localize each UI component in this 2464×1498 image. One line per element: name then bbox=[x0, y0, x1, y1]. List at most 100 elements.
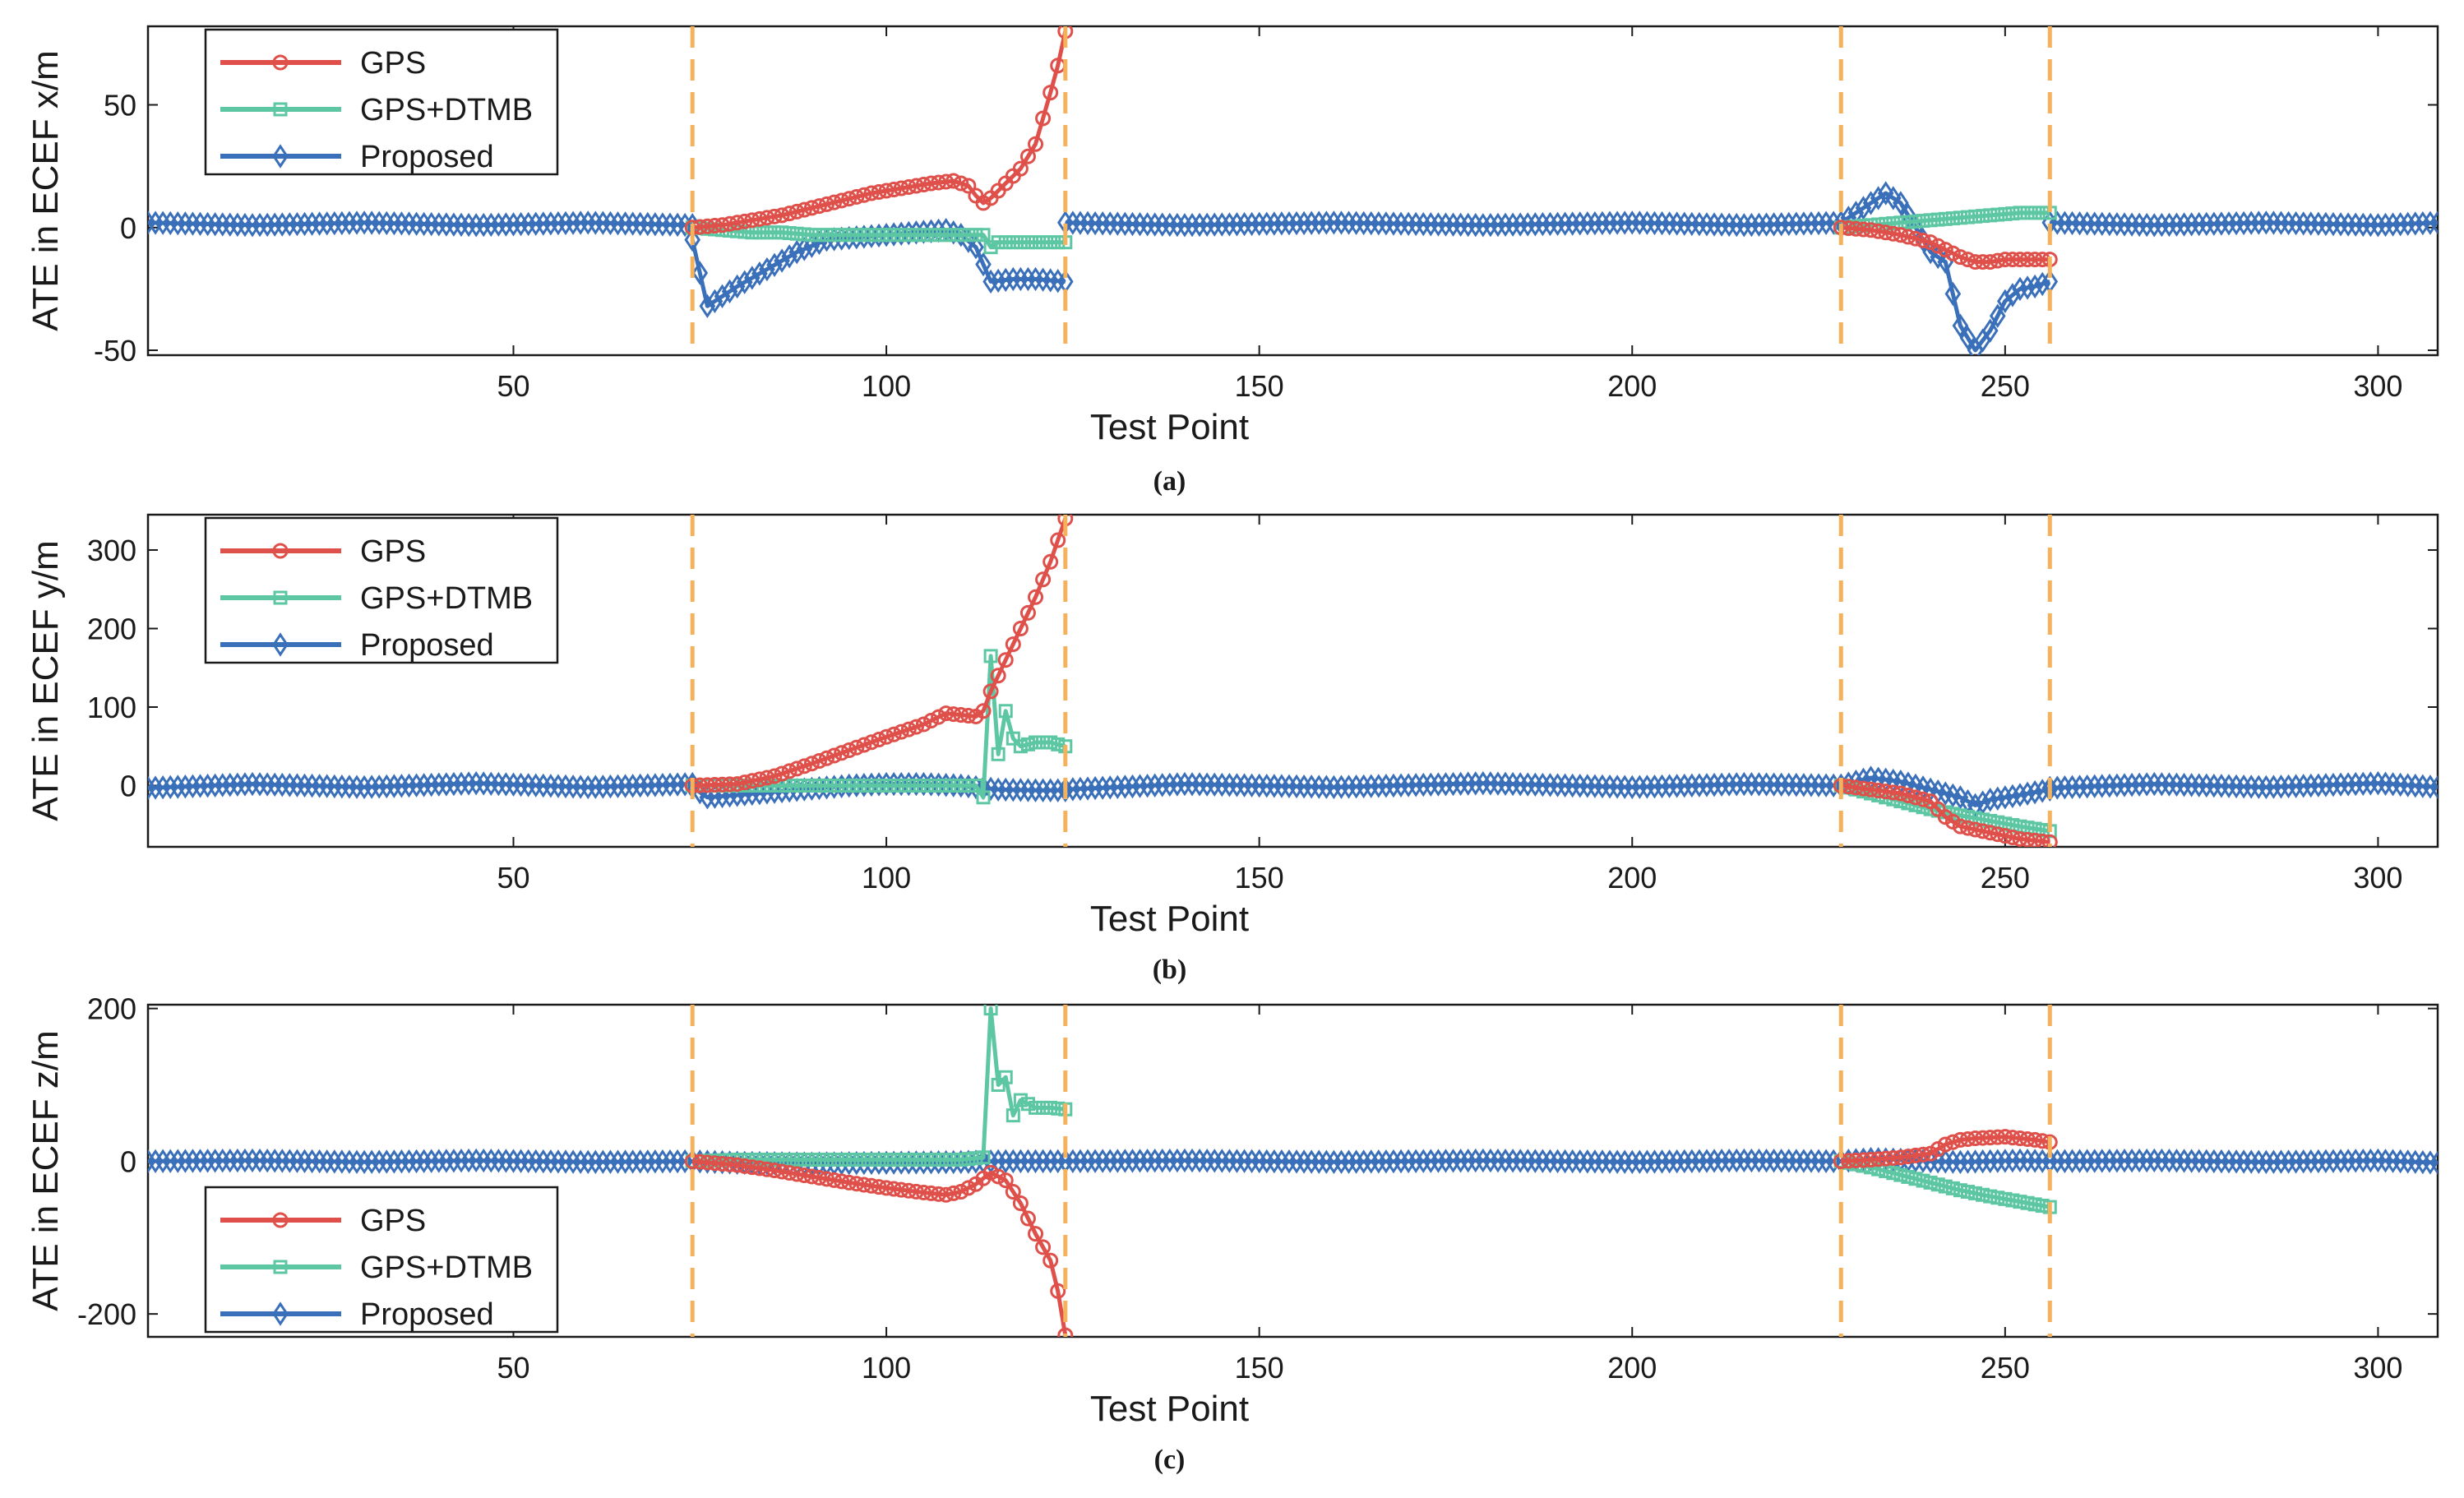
data-point-proposed bbox=[699, 294, 716, 319]
data-point-gps bbox=[908, 1183, 924, 1200]
data-point-proposed bbox=[975, 252, 992, 277]
data-point-gps_dtmb bbox=[932, 228, 946, 243]
data-point-gps_dtmb bbox=[924, 1153, 939, 1167]
data-point-gps bbox=[1997, 828, 2013, 844]
data-point-gps bbox=[953, 175, 969, 192]
data-point-gps bbox=[826, 194, 843, 210]
series-layer bbox=[148, 26, 2438, 355]
data-point-gps_dtmb bbox=[804, 779, 819, 793]
data-point-gps_dtmb bbox=[976, 1150, 991, 1165]
data-point-gps_dtmb bbox=[968, 779, 983, 793]
data-point-gps_dtmb bbox=[924, 779, 939, 793]
data-point-proposed bbox=[728, 274, 746, 299]
data-point-gps bbox=[774, 765, 790, 782]
data-point-gps bbox=[1944, 245, 1961, 261]
data-point-gps_dtmb bbox=[774, 225, 789, 240]
data-point-proposed bbox=[982, 269, 999, 294]
data-point-proposed bbox=[2093, 774, 2110, 798]
legend-marker-proposed bbox=[272, 632, 289, 657]
data-point-proposed bbox=[781, 244, 797, 269]
data-point-gps_dtmb bbox=[954, 779, 968, 793]
data-point-gps bbox=[856, 1177, 872, 1193]
data-point-gps bbox=[706, 218, 723, 234]
data-point-proposed bbox=[699, 785, 716, 810]
data-point-proposed bbox=[199, 773, 216, 798]
data-point-proposed bbox=[990, 268, 1006, 294]
data-point-proposed bbox=[2034, 271, 2051, 297]
data-point-gps_dtmb bbox=[834, 1153, 849, 1167]
x-tick-label: 100 bbox=[862, 369, 911, 403]
data-point-gps_dtmb bbox=[946, 779, 961, 793]
data-point-gps bbox=[893, 1181, 909, 1198]
data-point-gps bbox=[1975, 254, 1991, 270]
data-point-gps bbox=[788, 203, 805, 220]
y-axis-title: ATE in ECEF z/m bbox=[25, 1030, 66, 1311]
data-point-gps_dtmb bbox=[998, 1070, 1013, 1084]
legend-label: GPS+DTMB bbox=[360, 1251, 533, 1285]
data-point-gps bbox=[1878, 1150, 1894, 1167]
data-point-proposed bbox=[408, 773, 425, 798]
data-point-gps bbox=[2004, 252, 2021, 268]
data-point-gps_dtmb bbox=[2020, 206, 2035, 220]
data-point-gps bbox=[1028, 1226, 1044, 1242]
data-point-proposed bbox=[423, 772, 440, 798]
data-point-proposed bbox=[736, 270, 753, 294]
data-point-gps bbox=[938, 173, 955, 190]
data-point-gps_dtmb bbox=[782, 779, 797, 793]
data-point-gps_dtmb bbox=[827, 1153, 842, 1167]
data-point-gps bbox=[1885, 225, 1902, 242]
panel-b: 50 100 150 200 250 300 0 100 200 300 Test Point ATE… bbox=[25, 513, 2439, 985]
data-point-gps_dtmb bbox=[991, 235, 1005, 250]
data-point-gps_dtmb bbox=[820, 228, 834, 243]
legend-marker-gps_dtmb bbox=[273, 1260, 288, 1274]
data-point-gps bbox=[915, 716, 932, 733]
data-point-proposed bbox=[393, 774, 410, 798]
data-point-gps_dtmb bbox=[1036, 1100, 1051, 1115]
data-point-proposed bbox=[430, 772, 447, 797]
panel-caption: (c) bbox=[1154, 1445, 1186, 1475]
data-point-gps bbox=[834, 745, 850, 761]
data-point-gps bbox=[1922, 234, 1939, 251]
data-point-proposed bbox=[221, 772, 238, 798]
y-tick-label: 300 bbox=[87, 534, 136, 567]
data-point-gps bbox=[781, 763, 797, 779]
data-point-gps_dtmb bbox=[1901, 215, 1916, 229]
data-point-proposed bbox=[774, 779, 790, 804]
data-point-gps bbox=[1959, 252, 1976, 268]
data-point-gps bbox=[990, 668, 1006, 684]
data-point-proposed bbox=[1930, 244, 1947, 270]
data-point-gps bbox=[1019, 148, 1036, 164]
data-point-proposed bbox=[214, 773, 231, 798]
data-point-proposed bbox=[371, 774, 388, 799]
data-point-proposed bbox=[2280, 774, 2297, 799]
data-point-gps bbox=[885, 726, 902, 742]
data-point-gps_dtmb bbox=[901, 1153, 916, 1167]
data-point-gps bbox=[953, 707, 969, 724]
data-point-gps bbox=[1019, 1210, 1036, 1227]
data-point-gps bbox=[2004, 1130, 2021, 1146]
data-point-proposed bbox=[2034, 779, 2051, 803]
data-point-proposed bbox=[2258, 774, 2275, 800]
data-point-proposed bbox=[1072, 776, 1089, 802]
data-point-proposed bbox=[2332, 772, 2349, 797]
data-point-proposed bbox=[871, 223, 887, 248]
legend-label: GPS bbox=[360, 534, 426, 569]
data-point-gps_dtmb bbox=[1953, 1183, 1967, 1198]
data-point-gps bbox=[1885, 1149, 1902, 1166]
data-point-gps_dtmb bbox=[820, 1153, 834, 1167]
data-point-proposed bbox=[2347, 771, 2365, 797]
data-point-gps bbox=[2034, 833, 2050, 847]
data-point-proposed bbox=[1989, 786, 2006, 811]
legend-label: Proposed bbox=[360, 628, 494, 663]
legend-label: GPS bbox=[360, 46, 426, 81]
legend: GPS GPS+DTMB Proposed bbox=[204, 28, 559, 176]
y-tick-label: 50 bbox=[104, 89, 136, 123]
data-point-gps bbox=[1982, 825, 1999, 841]
data-point-proposed bbox=[2406, 211, 2424, 236]
data-point-gps bbox=[722, 776, 738, 793]
data-point-proposed bbox=[1967, 793, 1984, 818]
data-point-gps_dtmb bbox=[1930, 1177, 1945, 1192]
series-proposed bbox=[148, 181, 2438, 355]
data-point-proposed bbox=[2056, 774, 2073, 800]
data-point-proposed bbox=[691, 261, 709, 285]
